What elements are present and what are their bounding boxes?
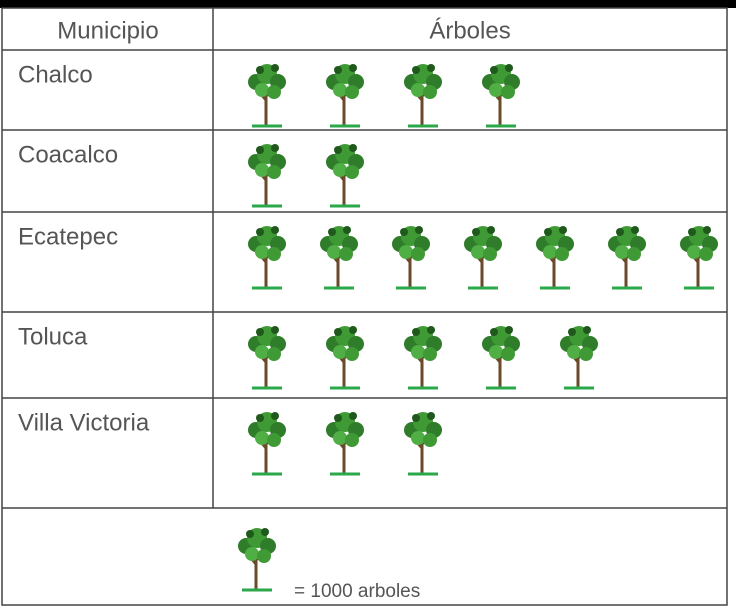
header: Municipio	[57, 17, 158, 44]
tree-icon	[246, 62, 288, 128]
legend-text: = 1000 arboles	[294, 581, 420, 602]
tree-icon	[246, 142, 288, 208]
tree-icon	[324, 142, 366, 208]
tree-icon	[558, 324, 600, 390]
tree-icon	[534, 224, 576, 290]
header: Árboles	[429, 17, 510, 44]
tree-icon	[678, 224, 720, 290]
top-bar	[0, 0, 736, 8]
tree-icon	[324, 324, 366, 390]
tree-icon	[246, 324, 288, 390]
icon-row	[246, 410, 444, 476]
tree-icon	[318, 224, 360, 290]
tree-icon	[480, 62, 522, 128]
category-label: Chalco	[18, 61, 93, 88]
tree-icon	[324, 410, 366, 476]
category-label: Ecatepec	[18, 223, 118, 250]
tree-icon	[390, 224, 432, 290]
icon-row	[246, 324, 600, 390]
legend-icon	[236, 526, 278, 592]
tree-icon	[480, 324, 522, 390]
tree-icon	[402, 324, 444, 390]
tree-icon	[246, 410, 288, 476]
category-label: Toluca	[18, 323, 88, 350]
category-label: Villa Victoria	[18, 409, 150, 436]
tree-icon	[462, 224, 504, 290]
table-border	[1, 7, 728, 606]
icon-row	[246, 62, 522, 128]
tree-icon	[402, 410, 444, 476]
icon-row	[246, 224, 720, 290]
tree-icon	[402, 62, 444, 128]
category-label: Coacalco	[18, 141, 118, 168]
tree-icon	[324, 62, 366, 128]
tree-icon	[606, 224, 648, 290]
icon-row	[246, 142, 366, 208]
tree-icon	[246, 224, 288, 290]
